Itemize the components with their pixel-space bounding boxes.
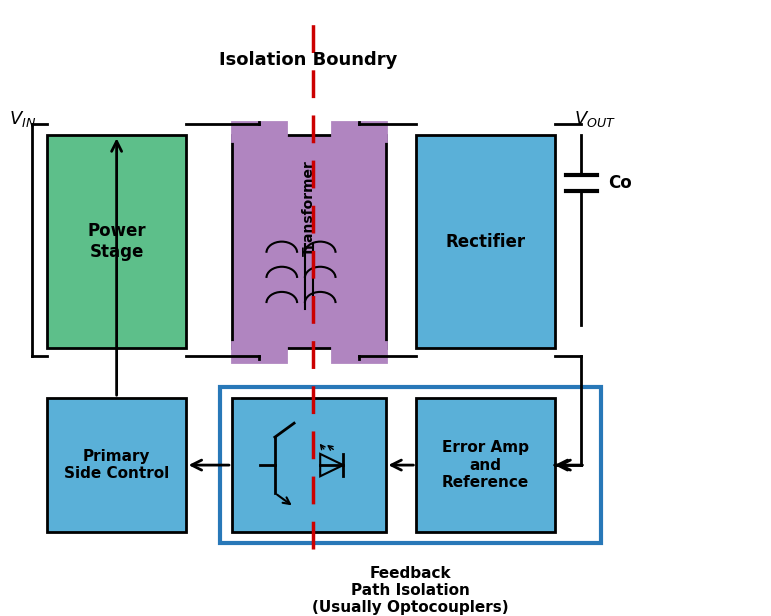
FancyBboxPatch shape xyxy=(48,136,186,348)
FancyBboxPatch shape xyxy=(416,398,554,532)
Text: Rectifier: Rectifier xyxy=(446,233,525,251)
Text: Error Amp
and
Reference: Error Amp and Reference xyxy=(442,440,529,490)
Bar xyxy=(232,121,285,141)
Bar xyxy=(332,342,386,362)
Bar xyxy=(332,121,386,141)
FancyBboxPatch shape xyxy=(232,136,386,348)
Text: Primary
Side Control: Primary Side Control xyxy=(64,449,170,481)
FancyBboxPatch shape xyxy=(48,398,186,532)
FancyBboxPatch shape xyxy=(232,398,386,532)
Text: Co: Co xyxy=(608,174,632,192)
Text: Isolation Boundry: Isolation Boundry xyxy=(220,51,398,69)
FancyBboxPatch shape xyxy=(416,136,554,348)
Text: $V_{IN}$: $V_{IN}$ xyxy=(9,108,36,129)
Text: Transformer: Transformer xyxy=(301,160,315,256)
Text: $V_{OUT}$: $V_{OUT}$ xyxy=(574,108,616,129)
Text: Power
Stage: Power Stage xyxy=(87,222,146,261)
Text: Feedback
Path Isolation
(Usually Optocouplers): Feedback Path Isolation (Usually Optocou… xyxy=(312,565,509,615)
Bar xyxy=(232,342,285,362)
